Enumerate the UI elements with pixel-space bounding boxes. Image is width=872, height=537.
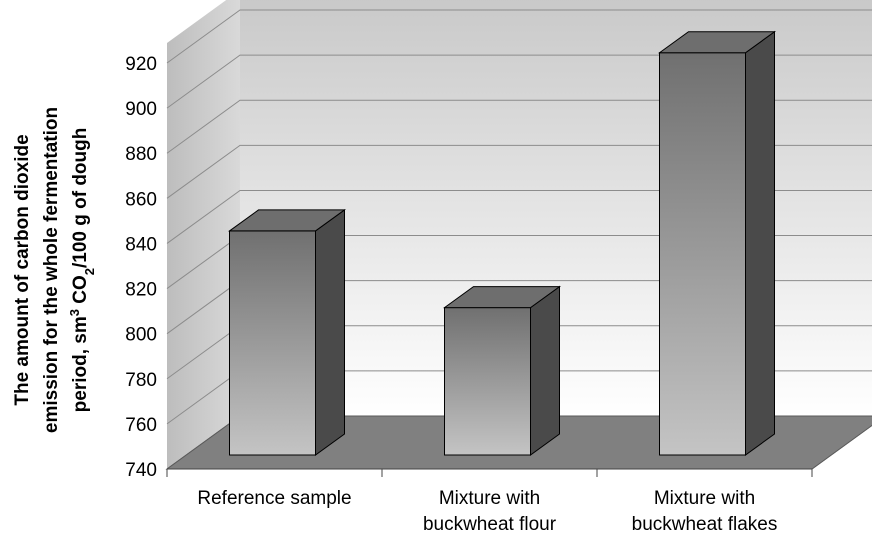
bar-side: [531, 287, 560, 455]
category-label: Mixture with: [439, 488, 540, 509]
y-tick-label: 800: [125, 325, 157, 346]
category-label: Mixture with: [654, 488, 755, 509]
y-tick-label: 860: [125, 189, 157, 210]
y-tick-label: 900: [125, 99, 157, 120]
y-tick-label: 840: [125, 234, 157, 255]
bar: [445, 287, 560, 455]
y-axis-ticks: 740 760 780 800 820 840 860 880 900 920: [125, 54, 157, 481]
x-axis-labels: Reference sample Mixture with buckwheat fl…: [167, 469, 812, 535]
bar-side: [746, 32, 775, 455]
y-axis-title-line: The amount of carbon dioxide: [12, 134, 33, 405]
y-tick-label: 760: [125, 415, 157, 436]
bar-front: [445, 308, 531, 455]
bar-side: [316, 210, 345, 455]
y-tick-label: 880: [125, 144, 157, 165]
bar-front: [230, 231, 316, 455]
y-tick-label: 780: [125, 370, 157, 391]
y-tick-label: 820: [125, 280, 157, 301]
y-axis-title-line: period, sm3 CO2/100 g of dough: [67, 128, 97, 413]
bar-front: [660, 53, 746, 455]
category-label: buckwheat flour: [423, 514, 557, 535]
y-tick-label: 740: [125, 460, 157, 481]
y-axis-title-line: emission for the whole fermentation: [41, 107, 62, 433]
category-label: Reference sample: [197, 488, 351, 509]
y-axis-title: The amount of carbon dioxide emission for…: [12, 107, 97, 433]
bar: [230, 210, 345, 455]
bar: [660, 32, 775, 455]
y-tick-label: 920: [125, 54, 157, 75]
category-label: buckwheat flakes: [632, 514, 778, 535]
